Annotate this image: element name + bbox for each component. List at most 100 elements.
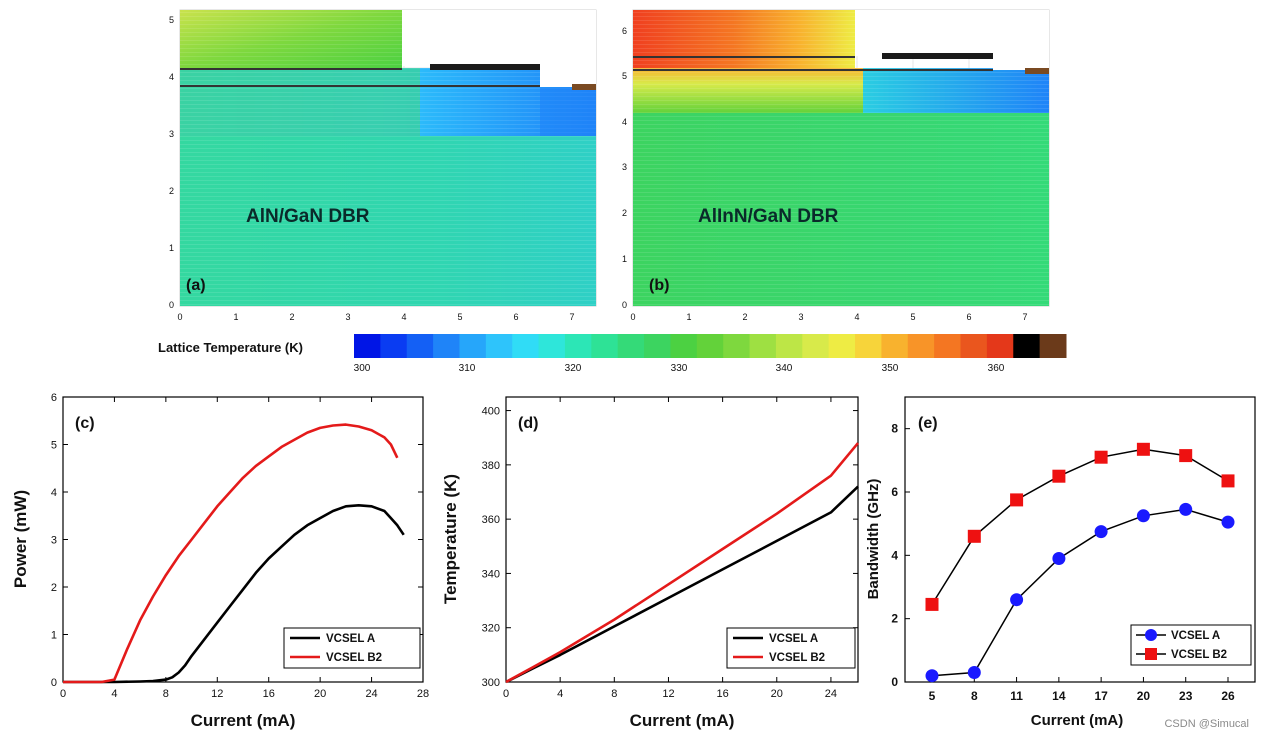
- x-tick-label: 4: [111, 688, 117, 700]
- heatmap-b-xtick: 4: [854, 312, 859, 322]
- heatmap-a-ytick: 3: [169, 129, 174, 139]
- colorbar-swatch: [696, 334, 724, 358]
- colorbar-swatch: [802, 334, 830, 358]
- chart-e-point-vcsel-a: [1094, 525, 1108, 539]
- colorbar-swatch: [960, 334, 988, 358]
- y-tick-label: 2: [51, 582, 57, 594]
- chart-e-point-vcsel-b2: [1179, 449, 1193, 463]
- x-tick-label: 12: [662, 688, 674, 700]
- x-tick-label: 0: [503, 688, 509, 700]
- heatmap-b-xtick: 2: [742, 312, 747, 322]
- x-tick-label: 24: [365, 688, 377, 700]
- x-tick-label: 20: [314, 688, 326, 700]
- heatmap-b-label: AlInN/GaN DBR: [698, 206, 839, 227]
- chart-c-series-vcsel-a: [63, 503, 405, 684]
- colorbar-tick: 300: [354, 363, 371, 374]
- colorbar-ticks: 300 310 320 330 340 350 360: [354, 363, 1005, 374]
- x-tick-label: 4: [557, 688, 563, 700]
- heatmap-a-ytick: 0: [169, 300, 174, 310]
- heatmap-b-ytick: 0: [622, 300, 627, 310]
- heatmap-b-xtick: 3: [798, 312, 803, 322]
- chart-e-point-vcsel-a: [1010, 593, 1024, 607]
- heatmap-a-contact-top: [430, 64, 540, 70]
- heatmap-a-ytick: 1: [169, 243, 174, 253]
- heatmap-b-xtick: 6: [966, 312, 971, 322]
- chart-e-point-vcsel-a: [1052, 552, 1066, 565]
- chart-c-legend-a: VCSEL A: [326, 633, 375, 645]
- colorbar-tick: 330: [671, 363, 688, 374]
- colorbar-swatch: [1013, 334, 1041, 358]
- x-tick-label: 23: [1179, 689, 1193, 703]
- chart-e-point-vcsel-b2: [1136, 442, 1150, 456]
- chart-d-lines: [505, 442, 859, 684]
- colorbar-swatch: [459, 334, 487, 358]
- chart-c-series-vcsel-b2: [63, 423, 399, 684]
- x-tick-label: 14: [1052, 689, 1066, 703]
- x-tick-label: 17: [1094, 689, 1108, 703]
- chart-e-point-vcsel-b2: [1094, 450, 1108, 464]
- heatmap-a-ytick: 5: [169, 15, 174, 25]
- heatmap-a-xtick: 5: [457, 312, 462, 322]
- colorbar: Lattice Temperature (K) 300 310 320 330 …: [158, 334, 1067, 374]
- chart-d-legend-b2: VCSEL B2: [769, 652, 825, 664]
- chart-e-legend-marker-a: [1145, 629, 1157, 641]
- colorbar-swatches: [354, 334, 1067, 358]
- chart-c-legend: VCSEL A VCSEL B2: [283, 627, 421, 669]
- heatmap-a-xtick: 3: [345, 312, 350, 322]
- chart-e-point-vcsel-a: [1179, 502, 1193, 516]
- y-tick-label: 4: [51, 487, 57, 499]
- chart-d-series-vcsel-b2: [505, 442, 859, 684]
- y-tick-label: 1: [51, 630, 57, 642]
- colorbar-swatch: [591, 334, 619, 358]
- chart-d-panel-id: (d): [518, 415, 538, 432]
- chart-d-xlabel: Current (mA): [630, 711, 735, 730]
- heatmap-b-xtick: 0: [630, 312, 635, 322]
- chart-d-legend-a: VCSEL A: [769, 633, 818, 645]
- heatmap-a-xtick: 1: [233, 312, 238, 322]
- y-tick-label: 0: [891, 675, 898, 689]
- colorbar-tick: 320: [565, 363, 582, 374]
- chart-c-legend-box: [283, 627, 421, 669]
- heatmap-a-xtick: 0: [177, 312, 182, 322]
- heatmap-b: AlInN/GaN DBR (b) 0 1 2 3 4 5 6 7 0 1 2 …: [622, 9, 1050, 322]
- x-tick-label: 20: [1137, 689, 1151, 703]
- y-tick-label: 380: [482, 460, 500, 472]
- colorbar-swatch: [380, 334, 408, 358]
- heatmap-b-ytick: 6: [622, 26, 627, 36]
- chart-e-legend-b2: VCSEL B2: [1171, 649, 1227, 661]
- chart-c-panel-id: (c): [75, 415, 95, 432]
- chart-e-line-vcsel-b2: [931, 448, 1229, 605]
- y-tick-label: 2: [891, 612, 898, 626]
- chart-e-point-vcsel-a: [967, 666, 981, 679]
- chart-e-point-vcsel-b2: [1010, 493, 1024, 507]
- colorbar-swatch: [855, 334, 882, 358]
- y-tick-label: 0: [51, 677, 57, 689]
- y-tick-label: 8: [891, 422, 898, 436]
- chart-e-point-vcsel-a: [925, 669, 939, 683]
- y-tick-label: 340: [482, 568, 500, 580]
- heatmap-a-panel-id: (a): [186, 277, 206, 294]
- x-tick-label: 12: [211, 688, 223, 700]
- chart-e-legend: VCSEL A VCSEL B2: [1130, 624, 1252, 666]
- chart-e-lines: [925, 442, 1235, 683]
- heatmap-a-label: AlN/GaN DBR: [246, 206, 370, 227]
- heatmap-b-ytick: 4: [622, 117, 627, 127]
- chart-e-ylabel: Bandwidth (GHz): [865, 479, 882, 600]
- chart-d-series-vcsel-a: [505, 485, 859, 684]
- x-tick-label: 16: [716, 688, 728, 700]
- heatmap-b-yticks: 0 1 2 3 4 5 6: [622, 26, 627, 310]
- heatmap-b-xtick: 5: [910, 312, 915, 322]
- heatmap-b-xtick: 1: [686, 312, 691, 322]
- x-tick-label: 16: [263, 688, 275, 700]
- colorbar-swatch: [986, 334, 1014, 358]
- heatmap-b-ytick: 3: [622, 162, 627, 172]
- x-tick-label: 8: [163, 688, 169, 700]
- heatmap-a-contact-side: [572, 84, 596, 90]
- x-tick-label: 24: [825, 688, 837, 700]
- colorbar-swatch: [749, 334, 777, 358]
- heatmap-a-xtick: 7: [569, 312, 574, 322]
- heatmap-b-contact-side: [1025, 68, 1049, 74]
- chart-c-lines: [63, 423, 405, 684]
- colorbar-swatch: [354, 334, 381, 358]
